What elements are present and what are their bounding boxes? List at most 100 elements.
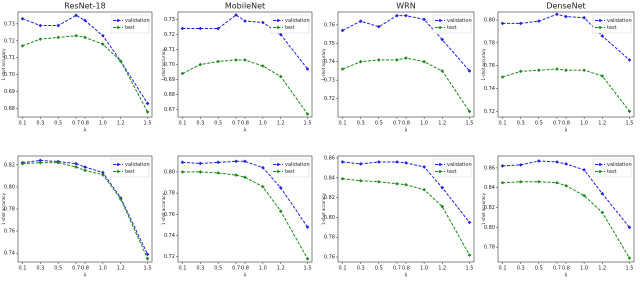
point bbox=[518, 163, 523, 167]
point bbox=[261, 64, 265, 68]
point bbox=[20, 161, 25, 166]
point bbox=[20, 44, 25, 48]
y-tick-label: 0.75 bbox=[324, 41, 335, 47]
point bbox=[74, 161, 78, 166]
y-axis-label: 1-shot accuracy bbox=[1, 48, 6, 81]
x-axis-label: λ bbox=[244, 128, 247, 134]
legend-marker bbox=[438, 18, 442, 23]
point bbox=[582, 193, 586, 198]
point bbox=[101, 170, 105, 175]
y-tick-label: 0.71 bbox=[164, 47, 175, 53]
y-tick-label: 0.82 bbox=[4, 162, 15, 168]
point bbox=[20, 16, 25, 21]
x-tick-label: 0.5 bbox=[375, 266, 383, 272]
x-tick-label: 0.5 bbox=[54, 266, 62, 272]
x-tick-label: 1.0 bbox=[580, 266, 588, 272]
point bbox=[101, 42, 105, 46]
legend-box bbox=[110, 14, 150, 34]
series-line bbox=[22, 14, 148, 104]
x-tick-label: 0.3 bbox=[517, 121, 525, 127]
x-tick-label: 0.8 bbox=[81, 266, 89, 272]
y-tick-label: 0.82 bbox=[324, 195, 335, 201]
legend-label: test bbox=[447, 25, 457, 31]
y-axis-label: 1-shot accuracy bbox=[161, 192, 166, 225]
x-tick-label: 0.7 bbox=[553, 266, 561, 272]
x-tick-label: 0.5 bbox=[535, 121, 543, 127]
point bbox=[261, 20, 265, 25]
point bbox=[537, 19, 541, 23]
legend-marker bbox=[598, 162, 602, 167]
subplot-title: DenseNet bbox=[546, 2, 585, 11]
point bbox=[555, 180, 559, 185]
point bbox=[358, 19, 363, 24]
y-axis-label: 1-shot accuracy bbox=[321, 192, 326, 225]
point bbox=[278, 32, 283, 37]
point bbox=[243, 175, 247, 179]
legend-marker bbox=[116, 18, 120, 23]
y-tick-label: 0.78 bbox=[484, 245, 495, 251]
legend-marker bbox=[276, 162, 280, 167]
point bbox=[395, 181, 399, 186]
x-tick-label: 0.7 bbox=[553, 121, 561, 127]
legend-label: validation bbox=[447, 18, 472, 24]
y-tick-label: 0.80 bbox=[4, 184, 15, 190]
point bbox=[627, 256, 632, 260]
subplot: 0.1 0.3 0.5 0.7 0.8 1.0 1.2 1.5 0.72 0.74 0.76 0.78… bbox=[161, 155, 313, 279]
point bbox=[377, 179, 381, 184]
point bbox=[216, 160, 220, 165]
point bbox=[118, 59, 123, 63]
x-tick-label: 1.0 bbox=[259, 121, 267, 127]
x-tick-label: 0.1 bbox=[18, 121, 26, 127]
point bbox=[234, 159, 238, 164]
legend-box bbox=[270, 158, 310, 178]
legend-marker bbox=[438, 25, 442, 30]
y-tick-label: 0.78 bbox=[484, 40, 495, 46]
point bbox=[180, 26, 185, 31]
y-tick-label: 0.71 bbox=[4, 55, 15, 61]
x-tick-label: 1.0 bbox=[420, 266, 428, 272]
subplot-title: WRN bbox=[396, 2, 415, 11]
point bbox=[467, 109, 472, 114]
x-tick-label: 0.8 bbox=[562, 266, 570, 272]
point bbox=[216, 171, 220, 175]
legend-marker bbox=[438, 169, 442, 174]
point bbox=[404, 56, 408, 60]
point bbox=[600, 191, 605, 196]
subplot: ResNet-18 0.1 0.3 0.5 0.7 0.8 1.0 1.2 1.5 0.68 0.6… bbox=[1, 2, 153, 134]
point bbox=[74, 33, 78, 38]
point bbox=[627, 109, 632, 114]
point bbox=[305, 67, 310, 71]
y-tick-label: 0.82 bbox=[484, 205, 495, 211]
x-tick-label: 1.5 bbox=[304, 266, 312, 272]
y-axis-label: 1-shot accuracy bbox=[321, 48, 326, 81]
x-tick-label: 0.5 bbox=[375, 121, 383, 127]
series-line bbox=[182, 59, 308, 115]
y-tick-label: 0.78 bbox=[4, 207, 15, 213]
x-tick-label: 0.7 bbox=[232, 266, 240, 272]
y-tick-label: 0.68 bbox=[164, 92, 175, 98]
point bbox=[305, 225, 310, 229]
x-tick-label: 1.5 bbox=[625, 266, 633, 272]
y-tick-label: 0.69 bbox=[4, 89, 15, 95]
point bbox=[377, 160, 381, 164]
point bbox=[600, 210, 605, 215]
y-tick-label: 0.80 bbox=[324, 215, 335, 221]
series-line bbox=[502, 181, 630, 259]
x-tick-label: 0.8 bbox=[241, 266, 249, 272]
series-line bbox=[342, 57, 470, 112]
point bbox=[404, 182, 408, 187]
point bbox=[145, 252, 150, 257]
y-tick-label: 0.74 bbox=[164, 233, 175, 239]
point bbox=[582, 168, 586, 172]
point bbox=[234, 58, 238, 62]
y-tick-label: 0.73 bbox=[324, 78, 335, 84]
y-tick-label: 0.76 bbox=[484, 63, 495, 69]
point bbox=[555, 160, 559, 164]
x-tick-label: 0.8 bbox=[402, 121, 410, 127]
point bbox=[564, 68, 568, 73]
y-tick-label: 0.72 bbox=[164, 32, 175, 38]
x-tick-label: 0.1 bbox=[499, 121, 507, 127]
legend-label: test bbox=[447, 169, 457, 175]
x-tick-label: 0.3 bbox=[36, 121, 44, 127]
legend-marker bbox=[438, 162, 442, 167]
